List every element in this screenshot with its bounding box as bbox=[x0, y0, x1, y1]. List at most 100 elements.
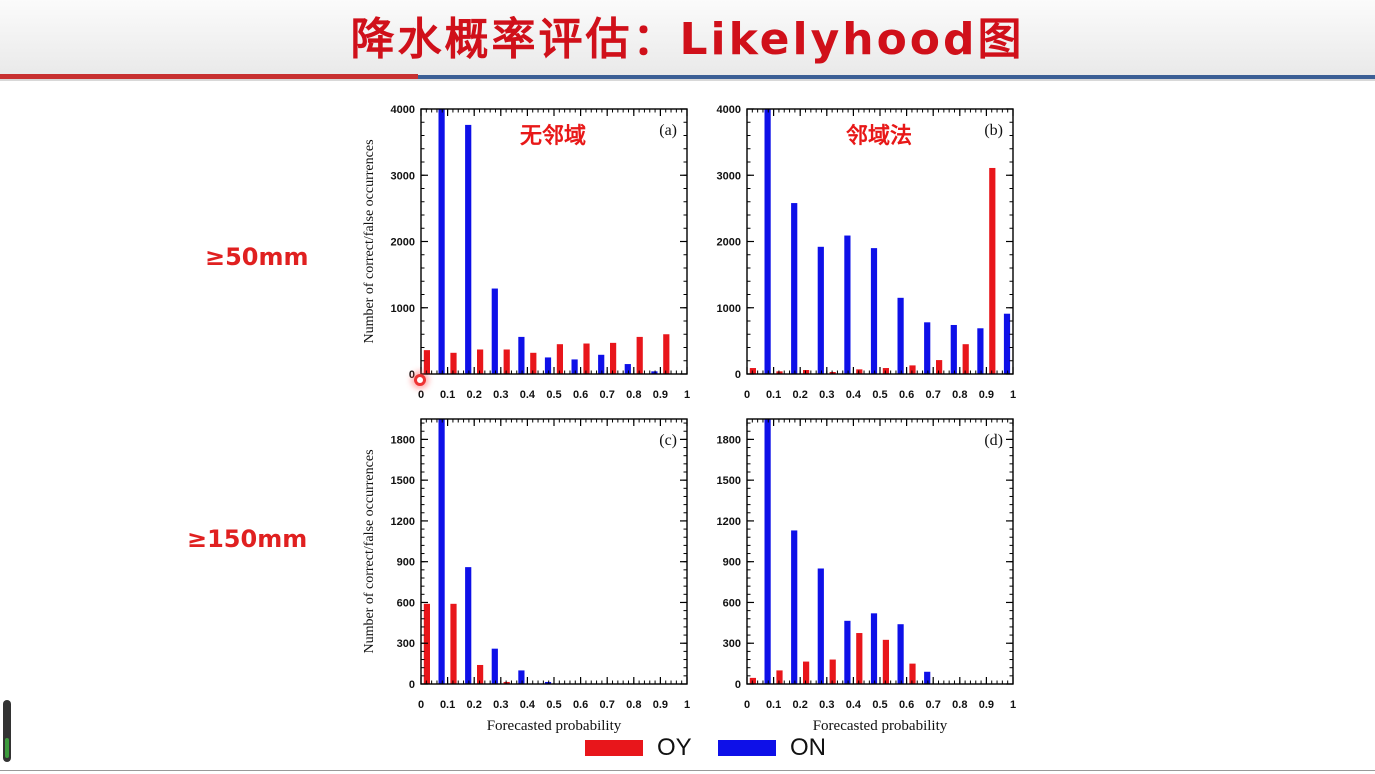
x-tick-label: 0.5 bbox=[872, 389, 887, 401]
chart-panel-a: 0 1000 2000 3000 4000 0 0.1 0.2 0.3 0.4 0.5 0.6 0.7 0… bbox=[362, 104, 690, 401]
bar-oy bbox=[882, 368, 889, 374]
x-tick-label: 0.3 bbox=[493, 699, 508, 711]
bar-oy bbox=[776, 371, 783, 374]
x-tick-label: 0.5 bbox=[872, 699, 887, 711]
bar-oy bbox=[423, 603, 430, 684]
threshold-label-150mm: ≥150mm bbox=[187, 525, 308, 553]
bar-oy bbox=[936, 360, 943, 374]
y-tick-label: 1500 bbox=[391, 475, 415, 487]
bar-on bbox=[764, 419, 771, 684]
x-tick-label: 0.1 bbox=[440, 699, 455, 711]
y-tick-label: 1200 bbox=[717, 516, 741, 528]
bottom-border bbox=[0, 770, 1375, 771]
panel-annotation: 无邻域 bbox=[520, 123, 586, 149]
x-tick-label: 0.2 bbox=[793, 699, 808, 711]
x-axis-label: Forecasted probability bbox=[813, 718, 948, 734]
bar-on bbox=[870, 248, 878, 375]
x-tick-label: 0.8 bbox=[626, 699, 641, 711]
y-tick-label: 3000 bbox=[717, 170, 741, 182]
panel-label: (d) bbox=[984, 432, 1003, 449]
bar-oy bbox=[663, 334, 670, 374]
x-axis-label: Forecasted probability bbox=[487, 718, 622, 734]
bar-oy bbox=[749, 677, 756, 684]
bar-oy bbox=[829, 372, 836, 374]
x-tick-label: 0.9 bbox=[979, 699, 994, 711]
y-tick-label: 1200 bbox=[391, 516, 415, 528]
bar-oy bbox=[450, 603, 457, 684]
y-tick-label: 900 bbox=[397, 557, 415, 569]
y-axis-label: Number of correct/false occurrences bbox=[362, 449, 377, 653]
y-tick-label: 1500 bbox=[717, 475, 741, 487]
slide-title: 降水概率评估：Likelyhood图 bbox=[350, 14, 1025, 65]
scroll-indicator[interactable] bbox=[3, 700, 11, 762]
x-tick-label: 0.8 bbox=[952, 699, 967, 711]
bar-oy bbox=[909, 365, 916, 374]
x-tick-label: 0.2 bbox=[467, 389, 482, 401]
y-tick-label: 2000 bbox=[391, 237, 415, 249]
bar-oy bbox=[477, 664, 484, 684]
bar-oy bbox=[530, 352, 537, 374]
bar-on bbox=[897, 624, 904, 684]
bar-on bbox=[817, 246, 824, 374]
bar-oy bbox=[856, 369, 863, 374]
bar-oy bbox=[803, 370, 810, 374]
bar-oy bbox=[882, 639, 889, 684]
title-rule-blue bbox=[418, 75, 1375, 79]
bar-on bbox=[950, 324, 957, 374]
bar-oy bbox=[856, 633, 863, 684]
bar-oy bbox=[503, 681, 510, 684]
bar-oy bbox=[962, 344, 969, 374]
panel-annotation: 邻域法 bbox=[846, 123, 912, 149]
y-tick-label: 1000 bbox=[717, 303, 741, 315]
y-tick-label: 0 bbox=[409, 679, 415, 691]
y-tick-label: 600 bbox=[723, 597, 741, 609]
bar-on bbox=[924, 671, 931, 684]
x-tick-label: 0 bbox=[744, 389, 750, 401]
bar-on bbox=[438, 419, 445, 684]
y-tick-label: 1000 bbox=[391, 303, 415, 315]
bar-on bbox=[518, 670, 525, 684]
x-tick-label: 0.5 bbox=[546, 699, 561, 711]
chart-panel-d: 0 300 600 900 1200 1500 1800 0 0.1 0.2 0.3 0.4 0.5 0.… bbox=[717, 418, 1016, 734]
bar-on bbox=[817, 568, 824, 684]
y-tick-label: 2000 bbox=[717, 237, 741, 249]
y-tick-label: 1800 bbox=[391, 434, 415, 446]
y-axis-label: Number of correct/false occurrences bbox=[362, 139, 377, 343]
x-tick-label: 0.3 bbox=[819, 699, 834, 711]
bar-on bbox=[1003, 313, 1011, 374]
bar-oy bbox=[450, 352, 457, 374]
bar-oy bbox=[503, 349, 510, 374]
panel-label: (c) bbox=[659, 432, 677, 449]
y-tick-label: 300 bbox=[397, 638, 415, 650]
x-tick-label: 0.7 bbox=[600, 699, 615, 711]
x-tick-label: 0.4 bbox=[846, 389, 862, 401]
x-tick-label: 0.1 bbox=[766, 389, 781, 401]
bar-on bbox=[544, 681, 552, 684]
bar-oy bbox=[803, 661, 810, 684]
x-tick-label: 0.2 bbox=[793, 389, 808, 401]
x-tick-label: 0.1 bbox=[440, 389, 455, 401]
threshold-label-50mm: ≥50mm bbox=[205, 243, 309, 271]
bar-on bbox=[764, 109, 771, 374]
bar-oy bbox=[776, 670, 783, 684]
y-tick-label: 3000 bbox=[391, 170, 415, 182]
x-tick-label: 0 bbox=[418, 389, 424, 401]
x-tick-label: 0.4 bbox=[520, 699, 536, 711]
x-tick-label: 0.9 bbox=[653, 699, 668, 711]
bar-on bbox=[977, 328, 984, 374]
legend-label-on: ON bbox=[790, 734, 826, 761]
bar-on bbox=[544, 357, 552, 374]
x-tick-label: 0.2 bbox=[467, 699, 482, 711]
x-tick-label: 0.8 bbox=[952, 389, 967, 401]
y-tick-label: 0 bbox=[735, 369, 741, 381]
bar-oy bbox=[636, 336, 643, 374]
bar-oy bbox=[909, 663, 916, 684]
x-tick-label: 0.7 bbox=[926, 389, 941, 401]
x-tick-label: 0.7 bbox=[926, 699, 941, 711]
plot-frame bbox=[420, 418, 688, 685]
y-tick-label: 900 bbox=[723, 557, 741, 569]
x-tick-label: 0.4 bbox=[846, 699, 862, 711]
y-tick-label: 300 bbox=[723, 638, 741, 650]
